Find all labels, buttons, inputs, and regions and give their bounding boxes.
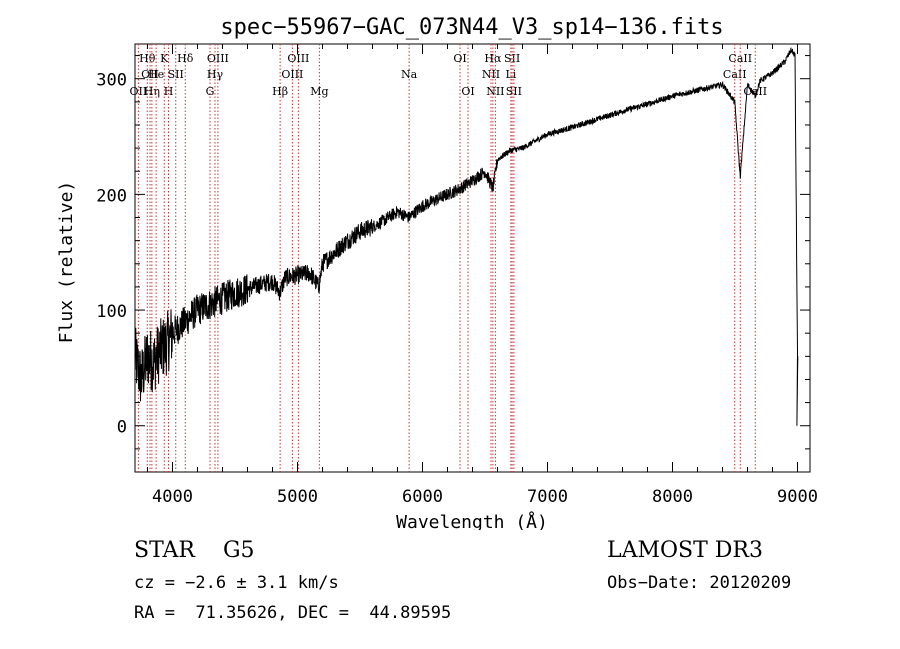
line-label: OII (130, 85, 148, 98)
plot-frame (134, 43, 811, 473)
object-class: STAR G5 (134, 538, 255, 563)
line-label: Hα (484, 52, 502, 65)
line-label: SII (506, 85, 522, 98)
x-tick-label: 6000 (402, 487, 443, 507)
line-label: Mg (310, 85, 328, 98)
line-label: SII (504, 52, 520, 65)
line-label: OIII (287, 52, 309, 65)
x-tick-label: 4000 (152, 487, 193, 507)
line-label: OI (461, 85, 474, 98)
coordinates: RA = 71.35626, DEC = 44.89595 (134, 603, 452, 623)
line-label: K (160, 52, 169, 65)
x-tick-label: 5000 (277, 487, 318, 507)
plot-area: OIIHθOIIHηHeKHSIIHδGHγOIIIHβOIIIOIIIMgNa… (96, 43, 818, 507)
spectrum-chart: spec−55967−GAC_073N44_V3_sp14−136.fits O… (56, 15, 818, 530)
survey-name: LAMOST DR3 (607, 538, 763, 563)
x-tick-label: 7000 (527, 487, 568, 507)
line-label: OIII (207, 52, 229, 65)
y-tick-label: 0 (117, 418, 127, 438)
spectrum-line (134, 47, 799, 426)
x-tick-label: 9000 (777, 487, 818, 507)
line-label: Hδ (177, 52, 194, 65)
chart-title: spec−55967−GAC_073N44_V3_sp14−136.fits (220, 15, 723, 40)
line-label: OI (453, 52, 466, 65)
observation-date: Obs−Date: 20120209 (607, 573, 792, 593)
line-label: He (148, 68, 164, 81)
line-label: NII (482, 68, 500, 81)
line-label: H (164, 85, 174, 98)
line-label: Hθ (139, 52, 156, 65)
x-axis-label: Wavelength (Å) (396, 511, 548, 530)
line-label: SII (168, 68, 184, 81)
line-label: CaII (728, 52, 752, 65)
line-label: OII (141, 68, 159, 81)
y-tick-label: 300 (96, 71, 127, 91)
line-label: Hη (144, 85, 160, 98)
line-label: Hγ (207, 68, 224, 81)
line-label: OIII (281, 68, 303, 81)
line-label: Hβ (272, 85, 288, 98)
line-label: CaII (723, 68, 747, 81)
line-label: G (206, 85, 215, 98)
redshift-velocity: cz = −2.6 ± 3.1 km/s (134, 573, 339, 593)
x-tick-label: 8000 (652, 487, 693, 507)
line-label: NII (486, 85, 504, 98)
y-tick-label: 100 (96, 302, 127, 322)
line-label: Li (505, 68, 516, 81)
line-label: Na (401, 68, 418, 81)
y-axis-label: Flux (relative) (56, 181, 77, 344)
y-tick-label: 200 (96, 186, 127, 206)
